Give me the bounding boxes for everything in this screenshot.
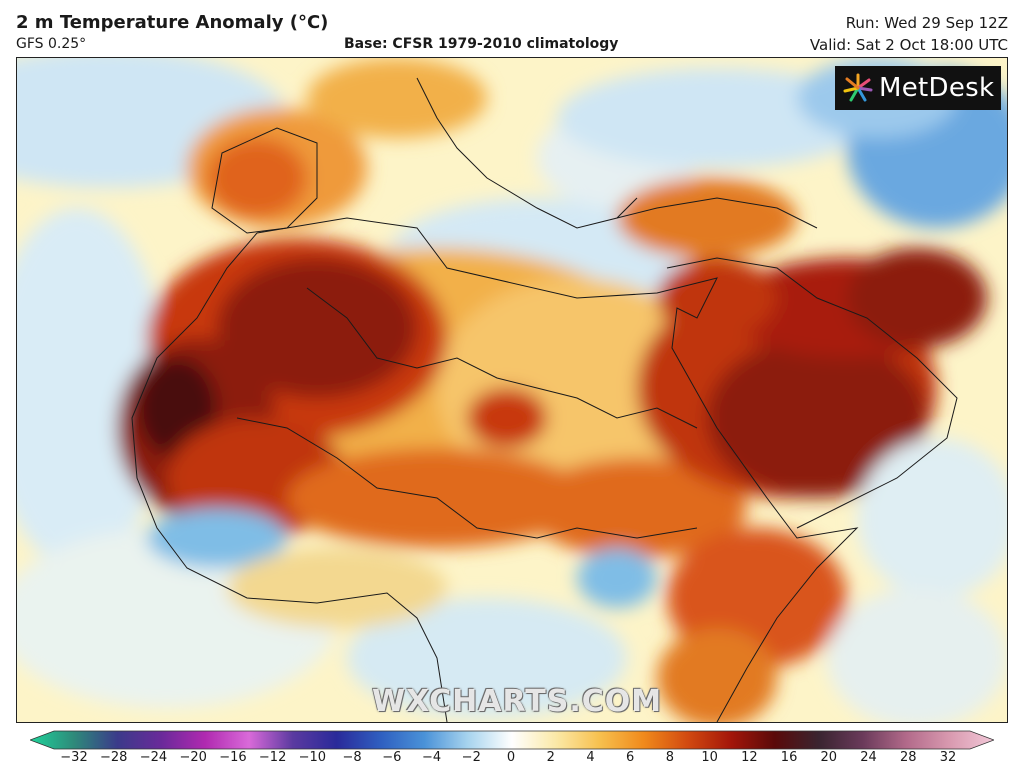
colorbar-tick-label: 32 bbox=[939, 750, 957, 765]
metdesk-logo-text: MetDesk bbox=[879, 73, 995, 103]
valid-time-label: Valid: Sat 2 Oct 18:00 UTC bbox=[809, 36, 1008, 54]
colorbar-tick-label: −24 bbox=[139, 750, 168, 765]
colorbar-tick-label: 0 bbox=[506, 750, 516, 765]
colorbar-tick-label: −10 bbox=[298, 750, 327, 765]
run-time-label: Run: Wed 29 Sep 12Z bbox=[845, 14, 1008, 32]
colorbar-tick-label: −28 bbox=[100, 750, 128, 765]
colorbar-tick-label: −8 bbox=[342, 750, 362, 765]
colorbar-tick-label: 8 bbox=[665, 750, 675, 765]
colorbar-tick-label: 6 bbox=[626, 750, 635, 765]
metdesk-burst-icon bbox=[843, 73, 873, 102]
colorbar bbox=[30, 730, 994, 750]
metdesk-logo: MetDesk bbox=[835, 66, 1001, 110]
colorbar-ticks: −32 −28 −24 −20 −16 −12 −10 −8 −6 −4 −2 0 2 4 6 8 10 12 16… bbox=[30, 750, 994, 770]
colorbar-tick-label: 16 bbox=[780, 750, 798, 765]
chart-title: 2 m Temperature Anomaly (°C) bbox=[16, 12, 329, 33]
model-label: GFS 0.25° bbox=[16, 36, 87, 52]
colorbar-tick-label: −16 bbox=[219, 750, 247, 765]
colorbar-tick-label: 24 bbox=[860, 750, 877, 765]
map-canvas bbox=[17, 58, 1007, 722]
colorbar-tick-label: −2 bbox=[461, 750, 481, 765]
colorbar-tick-label: 10 bbox=[701, 750, 718, 765]
coastlines bbox=[131, 77, 958, 722]
colorbar-tick-label: −6 bbox=[382, 750, 402, 765]
colorbar-tick-label: 12 bbox=[741, 750, 758, 765]
colorbar-tick-label: 4 bbox=[586, 750, 595, 765]
colorbar-tick-label: 2 bbox=[546, 750, 555, 765]
colorbar-tick-label: 20 bbox=[820, 750, 838, 765]
colorbar-tick-label: −32 bbox=[60, 750, 88, 765]
climatology-base-label: Base: CFSR 1979-2010 climatology bbox=[344, 36, 619, 52]
colorbar-tick-label: −20 bbox=[179, 750, 207, 765]
temperature-anomaly-map: MetDesk WXCHARTS.COM bbox=[16, 57, 1008, 723]
colorbar-tick-label: −12 bbox=[258, 750, 287, 765]
wxcharts-watermark: WXCHARTS.COM bbox=[372, 684, 663, 719]
colorbar-tick-label: −4 bbox=[421, 750, 442, 765]
colorbar-tick-label: 28 bbox=[899, 750, 917, 765]
colorbar-gradient bbox=[30, 730, 994, 750]
